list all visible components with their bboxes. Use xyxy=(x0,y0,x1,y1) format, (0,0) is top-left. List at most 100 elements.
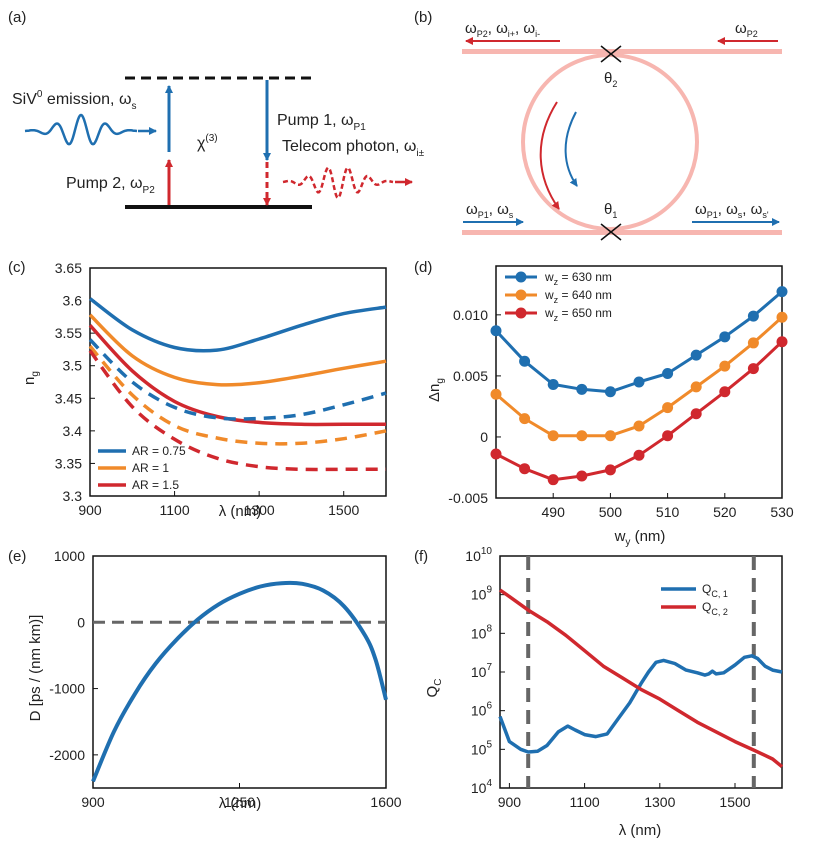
panel-c-xlabel: λ (nm) xyxy=(219,503,262,520)
y-tick-label: 3.35 xyxy=(55,455,82,471)
y-tick-label: 3.65 xyxy=(55,260,82,276)
y-tick-label: 0 xyxy=(77,614,85,630)
data-point xyxy=(747,337,759,349)
data-point xyxy=(662,430,674,442)
data-point xyxy=(490,388,502,400)
series-line xyxy=(88,338,387,421)
panel-e-label: (e) xyxy=(8,548,26,565)
x-tick-label: 900 xyxy=(81,794,105,810)
data-point xyxy=(690,408,702,420)
ring-ccw-blue-arrow xyxy=(564,111,578,187)
pump2-label: Pump 2, ωP2 xyxy=(66,175,155,196)
series-line xyxy=(498,588,784,769)
panel-c-label: (c) xyxy=(8,259,26,276)
panel-d-chart: (d) wy (nm) Δng 490 500 510 520 530 -0.005 0 0.… xyxy=(414,259,794,548)
y-tick-label: 109 xyxy=(471,585,493,603)
legend-label: AR = 1 xyxy=(132,461,169,475)
y-tick-label: 107 xyxy=(471,662,493,680)
panel-b: (b) ωP2, ωi+, ωi- ωP2 θ2 θ1 ωP1, ωs ωP1,… xyxy=(414,9,782,241)
data-point xyxy=(604,430,616,442)
data-point xyxy=(662,402,674,414)
legend-label: AR = 0.75 xyxy=(132,444,186,458)
telecom-photon-label: Telecom photon, ωi± xyxy=(282,138,425,159)
axes-frame xyxy=(495,265,783,499)
legend-marker xyxy=(515,271,527,283)
data-point xyxy=(547,474,559,486)
data-point xyxy=(490,448,502,460)
data-point xyxy=(604,464,616,476)
panel-f-ylabel: QC xyxy=(424,679,444,698)
x-tick-label: 1300 xyxy=(244,502,275,518)
data-point xyxy=(690,381,702,393)
data-point xyxy=(747,310,759,322)
data-point xyxy=(547,378,559,390)
y-tick-label: -1000 xyxy=(49,681,85,697)
axes-frame xyxy=(499,555,783,789)
siv-wavepacket xyxy=(24,113,138,146)
legend-label: wz = 630 nm xyxy=(544,270,612,287)
y-tick-label: 105 xyxy=(471,739,493,757)
y-tick-label: 0.005 xyxy=(453,368,488,384)
x-tick-label: 900 xyxy=(498,794,522,810)
data-point xyxy=(576,383,588,395)
y-tick-label: 106 xyxy=(471,701,493,719)
y-tick-label: -0.005 xyxy=(448,490,488,506)
data-point xyxy=(576,430,588,442)
legend-label: QC, 1 xyxy=(702,582,728,599)
panel-a: (a) SiV0 emission, ωs χ(3) Pump 1, ωP1 T… xyxy=(8,9,425,209)
data-point xyxy=(633,420,645,432)
y-tick-label: 3.3 xyxy=(63,488,83,504)
y-tick-label: 1010 xyxy=(465,546,492,564)
data-point xyxy=(690,349,702,361)
legend-label: wz = 650 nm xyxy=(544,306,612,323)
legend-marker xyxy=(515,307,527,319)
top-left-output-label: ωP2, ωi+, ωi- xyxy=(465,20,540,39)
theta2-label: θ2 xyxy=(604,70,617,89)
bottom-right-output-label: ωP1, ωs, ωs' xyxy=(695,201,769,220)
y-tick-label: 3.55 xyxy=(55,325,82,341)
panel-f-chart: (f) λ (nm) QC 900 1100 1300 1500 104 105 106 10… xyxy=(414,546,784,839)
panel-d-xlabel: wy (nm) xyxy=(614,528,666,548)
data-point xyxy=(547,430,559,442)
bottom-coupler-cross xyxy=(600,223,622,241)
x-tick-label: 1300 xyxy=(644,794,675,810)
data-point xyxy=(719,386,731,398)
panel-e-chart: (e) λ (nm) D [ps / (nm km)] 900 1250 1600 -… xyxy=(8,548,402,812)
data-point xyxy=(633,376,645,388)
x-tick-label: 530 xyxy=(770,504,794,520)
x-tick-label: 1100 xyxy=(160,502,190,518)
y-tick-label: 0.010 xyxy=(453,307,488,323)
y-tick-label: 0 xyxy=(480,429,488,445)
data-point xyxy=(776,286,788,298)
x-tick-label: 1500 xyxy=(719,794,750,810)
data-point xyxy=(604,386,616,398)
ring-ccw-red-arrow xyxy=(539,101,560,210)
top-coupler-cross xyxy=(600,45,622,63)
legend-label: QC, 2 xyxy=(702,600,728,617)
pump1-label: Pump 1, ωP1 xyxy=(277,112,366,133)
panel-c-chart: (c) λ (nm) ng 900 1100 1300 1500 3.3 3.35 3.4 3… xyxy=(8,259,387,520)
y-tick-label: 3.45 xyxy=(55,390,82,406)
panel-a-label: (a) xyxy=(8,9,26,26)
legend-marker xyxy=(515,289,527,301)
series-line xyxy=(91,580,388,783)
y-tick-label: 3.4 xyxy=(63,423,83,439)
panel-d-ylabel: Δng xyxy=(426,378,446,402)
data-point xyxy=(719,331,731,343)
data-point xyxy=(519,463,531,475)
axes-frame xyxy=(89,267,387,497)
panel-f-xlabel: λ (nm) xyxy=(619,822,662,839)
series-line xyxy=(88,345,387,446)
data-point xyxy=(776,311,788,323)
y-tick-label: 104 xyxy=(471,778,493,796)
telecom-wavepacket xyxy=(282,166,394,200)
series-line xyxy=(88,324,386,427)
axes-frame xyxy=(92,555,387,789)
series-line xyxy=(498,654,783,754)
y-tick-label: 3.5 xyxy=(63,358,83,374)
series-line xyxy=(88,297,387,353)
x-tick-label: 500 xyxy=(599,504,623,520)
x-tick-label: 900 xyxy=(78,502,102,518)
legend-label: AR = 1.5 xyxy=(132,478,179,492)
x-tick-label: 520 xyxy=(713,504,737,520)
